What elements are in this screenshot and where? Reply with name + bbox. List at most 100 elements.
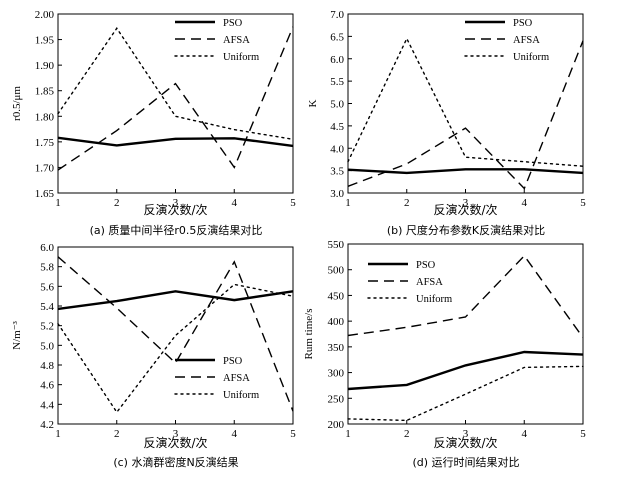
x-axis-label: 反演次数/次 xyxy=(433,435,497,450)
series-line-afsa xyxy=(57,26,294,171)
x-axis-label: 反演次数/次 xyxy=(143,435,207,450)
x-tick-label: 4 xyxy=(522,428,528,440)
y-tick-label: 500 xyxy=(328,265,345,277)
series-line-afsa xyxy=(347,40,584,190)
y-tick-label: 6.5 xyxy=(330,31,344,43)
y-tick-label: 250 xyxy=(328,393,345,405)
legend-label-afsa: AFSA xyxy=(223,373,250,384)
y-tick-label: 1.85 xyxy=(35,86,55,98)
series-line-uniform xyxy=(57,283,294,414)
plot-frame xyxy=(347,243,584,425)
legend-label-pso: PSO xyxy=(513,18,533,29)
y-tick-label: 5.8 xyxy=(40,262,54,274)
y-tick-label: 4.5 xyxy=(330,121,344,133)
y-tick-label: 450 xyxy=(328,290,345,302)
x-axis-label: 反演次数/次 xyxy=(143,202,207,217)
series-line-pso xyxy=(57,136,294,148)
y-tick-label: 1.75 xyxy=(35,137,55,149)
panel-caption: (c) 水滴群密度N反演结果 xyxy=(113,455,238,469)
y-axis-label: Rum time/s xyxy=(303,308,315,359)
y-tick-label: 1.80 xyxy=(35,111,55,123)
y-tick-label: 7.0 xyxy=(330,9,344,21)
legend: PSO AFSA Uniform xyxy=(464,18,549,63)
series-line-uniform xyxy=(347,365,584,422)
legend-label-uniform: Uniform xyxy=(416,294,452,305)
y-tick-label: 1.95 xyxy=(35,35,55,47)
legend: PSO AFSA Uniform xyxy=(174,356,259,401)
legend-label-pso: PSO xyxy=(223,18,243,29)
y-tick-label: 4.8 xyxy=(40,360,54,372)
legend-label-uniform: Uniform xyxy=(513,52,549,63)
y-tick-label: 4.0 xyxy=(330,143,344,155)
chart-panel-1: 1.65 1.70 1.75 1.80 1.85 1.90 1.95 2.00 1 2 3 4 5 反演次… xyxy=(11,9,296,237)
y-tick-label: 2.00 xyxy=(35,9,55,21)
legend-label-afsa: AFSA xyxy=(223,35,250,46)
y-tick-label: 5.5 xyxy=(330,76,344,88)
y-tick-label: 300 xyxy=(328,368,345,380)
x-tick-label: 2 xyxy=(404,428,410,440)
panel-caption: (a) 质量中间半径r0.5反演结果对比 xyxy=(90,223,263,237)
x-tick-label: 3 xyxy=(463,197,469,209)
y-axis-label: r0.5/μm xyxy=(11,86,23,121)
chart-panel-2: 3.0 3.5 4.0 4.5 5.0 5.5 6.0 6.5 7.0 1 2 3 4 5 反演次数/次 K P… xyxy=(307,9,586,237)
y-tick-label: 5.4 xyxy=(40,301,54,313)
panel-caption: (d) 运行时间结果对比 xyxy=(412,455,519,469)
series-line-afsa xyxy=(57,256,294,412)
x-tick-label: 5 xyxy=(290,197,296,209)
y-tick-label: 1.90 xyxy=(35,60,55,72)
x-tick-label: 2 xyxy=(114,428,120,440)
x-tick-label: 1 xyxy=(345,428,351,440)
y-tick-label: 3.0 xyxy=(330,188,344,200)
y-tick-label: 550 xyxy=(328,239,345,251)
y-axis-label: K xyxy=(307,99,319,107)
series-line-pso xyxy=(347,350,584,391)
chart-panel-4: 200 250 300 350 400 450 500 550 1 2 3 4 5 反演次数/次 Rum t… xyxy=(303,239,586,469)
y-tick-label: 4.4 xyxy=(40,399,54,411)
legend-label-afsa: AFSA xyxy=(513,35,540,46)
legend: PSO AFSA Uniform xyxy=(174,18,259,63)
y-tick-label: 5.0 xyxy=(40,340,54,352)
series-line-uniform xyxy=(57,27,294,141)
legend-label-uniform: Uniform xyxy=(223,390,259,401)
y-tick-label: 5.6 xyxy=(40,281,54,293)
legend-label-pso: PSO xyxy=(416,260,436,271)
x-tick-label: 2 xyxy=(114,197,120,209)
legend-label-afsa: AFSA xyxy=(416,277,443,288)
series-line-uniform xyxy=(347,36,584,167)
series-line-afsa xyxy=(347,254,584,339)
plot-frame xyxy=(57,13,294,194)
y-axis-label: N/m⁻³ xyxy=(11,320,23,349)
x-tick-label: 4 xyxy=(232,428,238,440)
x-tick-label: 5 xyxy=(580,428,586,440)
x-tick-label: 5 xyxy=(290,428,296,440)
y-tick-label: 6.0 xyxy=(40,242,54,254)
x-tick-label: 1 xyxy=(345,197,351,209)
legend-label-pso: PSO xyxy=(223,356,243,367)
panel-caption: (b) 尺度分布参数K反演结果对比 xyxy=(387,223,545,237)
y-tick-label: 1.65 xyxy=(35,188,55,200)
legend: PSO AFSA Uniform xyxy=(367,260,452,305)
x-tick-label: 1 xyxy=(55,197,61,209)
y-tick-label: 4.6 xyxy=(40,380,54,392)
plot-frame xyxy=(347,13,584,194)
y-tick-label: 4.2 xyxy=(40,419,54,431)
x-tick-label: 3 xyxy=(173,428,179,440)
x-tick-label: 1 xyxy=(55,428,61,440)
legend-label-uniform: Uniform xyxy=(223,52,259,63)
x-tick-label: 4 xyxy=(232,197,238,209)
chart-panel-3: 4.2 4.4 4.6 4.8 5.0 5.2 5.4 5.6 5.8 6.0 1 2 3 4 5 反演次数/… xyxy=(11,242,296,469)
y-tick-label: 350 xyxy=(328,342,345,354)
x-tick-label: 4 xyxy=(522,197,528,209)
y-tick-label: 1.70 xyxy=(35,162,55,174)
x-tick-label: 3 xyxy=(463,428,469,440)
y-tick-label: 5.0 xyxy=(330,99,344,111)
x-axis-label: 反演次数/次 xyxy=(433,202,497,217)
series-line-pso xyxy=(57,290,294,311)
x-tick-label: 3 xyxy=(173,197,179,209)
y-tick-label: 3.5 xyxy=(330,166,344,178)
y-tick-label: 200 xyxy=(328,419,345,431)
x-tick-label: 5 xyxy=(580,197,586,209)
y-tick-label: 400 xyxy=(328,316,345,328)
y-tick-label: 6.0 xyxy=(330,54,344,66)
